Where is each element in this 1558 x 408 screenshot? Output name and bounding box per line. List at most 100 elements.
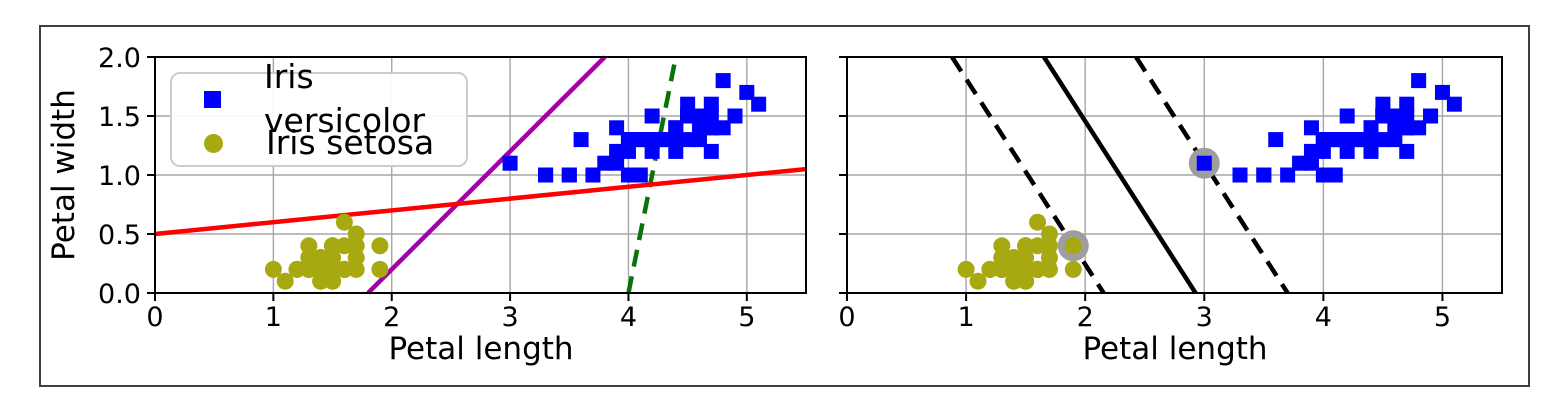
data-point-circle <box>1029 260 1047 278</box>
data-point-circle <box>1064 237 1082 255</box>
legend-label-setosa: Iris setosa <box>266 123 435 162</box>
data-point-square <box>1399 143 1415 159</box>
data-point-square <box>1411 120 1427 136</box>
data-point-circle <box>324 237 342 255</box>
data-point-square <box>691 132 707 148</box>
data-point-circle <box>969 272 987 290</box>
data-point-circle <box>264 260 282 278</box>
data-point-square <box>668 143 684 159</box>
data-point-square <box>1196 155 1212 171</box>
data-point-square <box>1387 120 1403 136</box>
data-point-circle <box>335 213 353 231</box>
y-tick-label: 0.5 <box>98 220 141 251</box>
data-point-square <box>1387 132 1403 148</box>
y-tick-label: 1.5 <box>98 102 141 133</box>
data-point-circle <box>1017 272 1035 290</box>
data-point-square <box>680 96 696 112</box>
data-point-circle <box>993 237 1011 255</box>
y-tick-label: 2.0 <box>98 43 141 74</box>
data-point-square <box>620 132 636 148</box>
data-point-square <box>668 132 684 148</box>
data-point-square <box>1303 155 1319 171</box>
left-plot-ylabel: Petal width <box>46 89 82 261</box>
data-point-circle <box>300 237 318 255</box>
data-point-circle <box>324 249 342 267</box>
svm-decision-boundary <box>1042 55 1198 295</box>
data-point-square <box>703 143 719 159</box>
x-tick-label: 2 <box>1077 302 1094 333</box>
data-point-circle <box>1040 249 1058 267</box>
data-point-square <box>1375 108 1391 124</box>
x-tick-label: 5 <box>738 302 755 333</box>
data-point-square <box>1256 167 1272 183</box>
series-iris-setosa <box>264 213 389 290</box>
data-point-circle <box>993 260 1011 278</box>
data-point-circle <box>324 272 342 290</box>
data-point-circle <box>1040 260 1058 278</box>
data-point-square <box>1375 96 1391 112</box>
data-point-circle <box>1040 225 1058 243</box>
data-point-square <box>691 108 707 124</box>
series-iris-versicolor <box>1196 73 1462 183</box>
data-point-square <box>561 167 577 183</box>
data-point-circle <box>371 260 389 278</box>
data-point-circle <box>1005 249 1023 267</box>
data-point-square <box>1363 120 1379 136</box>
x-tick-label: 2 <box>383 302 400 333</box>
data-point-square <box>1327 132 1343 148</box>
data-point-circle <box>1029 237 1047 255</box>
data-point-circle <box>276 272 294 290</box>
versicolor-square-marker-icon <box>204 90 221 108</box>
data-point-circle <box>312 272 330 290</box>
data-point-circle <box>1029 213 1047 231</box>
data-point-square <box>644 132 660 148</box>
data-point-square <box>703 108 719 124</box>
data-point-square <box>1327 167 1343 183</box>
data-point-square <box>1280 167 1296 183</box>
data-point-square <box>538 167 554 183</box>
data-point-square <box>620 143 636 159</box>
data-point-square <box>573 132 589 148</box>
ticks: 0 1 2 3 4 5 0.0 0.5 1.0 1.5 2.0 <box>98 43 755 333</box>
y-tick-label: 1.0 <box>98 161 141 192</box>
data-point-circle <box>1017 237 1035 255</box>
data-point-square <box>1434 84 1450 100</box>
data-point-square <box>703 120 719 136</box>
data-point-square <box>632 132 648 148</box>
x-tick-label: 0 <box>838 302 855 333</box>
data-point-square <box>644 108 660 124</box>
legend-label-versicolor: Iris versicolor <box>264 57 426 140</box>
data-point-square <box>502 155 518 171</box>
data-point-circle <box>1005 272 1023 290</box>
data-point-square <box>1375 132 1391 148</box>
data-point-circle <box>347 260 365 278</box>
setosa-circle-marker-icon <box>204 133 223 153</box>
data-point-circle <box>1040 237 1058 255</box>
legend-item-versicolor: Iris versicolor <box>172 57 466 140</box>
legend-item-setosa: Iris setosa <box>172 121 466 165</box>
data-point-square <box>691 120 707 136</box>
data-point-circle <box>312 260 330 278</box>
data-point-square <box>1315 167 1331 183</box>
data-point-square <box>609 155 625 171</box>
data-point-square <box>680 132 696 148</box>
data-point-circle <box>347 237 365 255</box>
data-point-square <box>644 143 660 159</box>
data-point-square <box>1339 143 1355 159</box>
data-point-square <box>1399 108 1415 124</box>
data-point-square <box>1387 108 1403 124</box>
classifier-red <box>154 166 807 237</box>
data-point-square <box>668 120 684 136</box>
data-point-square <box>1315 143 1331 159</box>
data-point-circle <box>347 249 365 267</box>
data-point-square <box>1268 132 1284 148</box>
series-iris-setosa <box>957 213 1082 290</box>
data-point-circle <box>324 260 342 278</box>
data-point-square <box>1315 132 1331 148</box>
data-point-square <box>620 167 636 183</box>
data-point-square <box>739 84 755 100</box>
x-tick-label: 4 <box>620 302 637 333</box>
data-point-circle <box>335 237 353 255</box>
data-point-square <box>751 96 767 112</box>
